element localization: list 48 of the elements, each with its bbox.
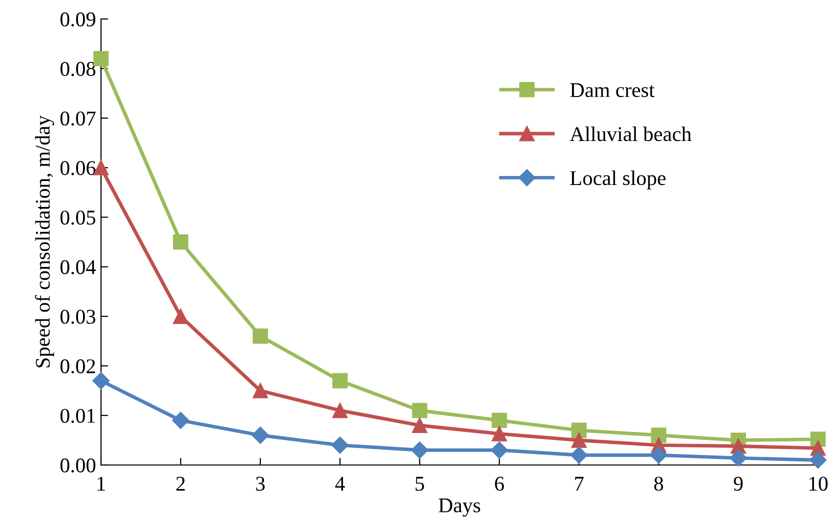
point — [173, 234, 188, 250]
point — [332, 373, 348, 388]
y-tick-label: 0.07 — [60, 111, 96, 126]
x-tick-label: 6 — [495, 476, 504, 491]
point — [411, 442, 428, 459]
y-tick-label: 0.06 — [60, 161, 96, 176]
x-tick-label: 2 — [176, 476, 185, 491]
point — [332, 402, 348, 418]
y-axis-title: Speed of consolidation, m/day — [34, 115, 54, 368]
y-tick-label: 0.00 — [60, 458, 96, 473]
point — [570, 446, 588, 464]
point — [252, 328, 268, 344]
x-tick-label: 7 — [575, 476, 584, 491]
x-tick-label: 1 — [98, 476, 105, 491]
point — [490, 442, 508, 459]
point — [173, 308, 188, 324]
point — [650, 446, 668, 464]
x-tick-label: 4 — [335, 476, 345, 491]
point — [571, 422, 587, 438]
point — [492, 426, 507, 442]
x-tick-label: 10 — [809, 476, 828, 491]
x-tick-label: 3 — [256, 476, 265, 491]
point — [412, 418, 428, 433]
legend-label: Local slope — [570, 170, 666, 190]
y-tick-label: 0.05 — [60, 210, 96, 225]
point — [809, 451, 827, 469]
legend-label: Alluvial beach — [570, 126, 692, 142]
point — [730, 450, 747, 467]
point — [252, 426, 269, 444]
y-tick-label: 0.02 — [60, 359, 95, 374]
x-tick-label: 8 — [654, 476, 664, 491]
point — [492, 412, 507, 428]
x-tick-label: 5 — [416, 476, 424, 491]
y-tick-label: 0.01 — [60, 408, 95, 423]
point — [172, 412, 190, 429]
y-tick-label: 0.03 — [60, 310, 96, 324]
point — [331, 436, 349, 454]
y-tick-label: 0.08 — [60, 62, 96, 76]
point — [92, 372, 110, 390]
x-tick-label: 9 — [734, 476, 743, 491]
point — [571, 432, 587, 448]
y-tick-label: 0.09 — [60, 12, 96, 27]
point — [412, 402, 428, 418]
y-tick-label: 0.04 — [60, 260, 96, 274]
legend-label: Dam crest — [570, 83, 655, 98]
point — [252, 383, 268, 398]
point — [651, 428, 666, 443]
x-axis-title: Days — [438, 498, 480, 517]
